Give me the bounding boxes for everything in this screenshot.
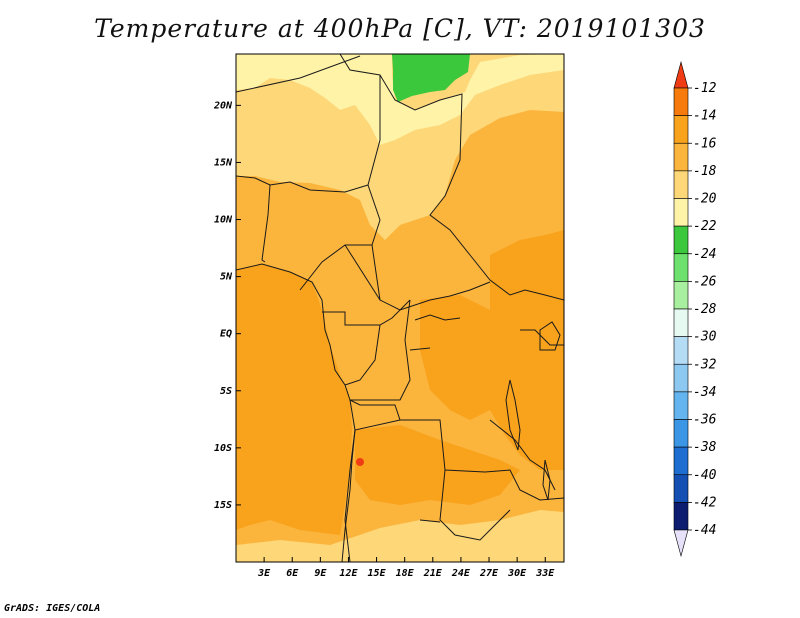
colorbar: -12 -14 -16 -18 -20 -22 -24 -26 -28 -30 -32 -34 -36 -… [674, 62, 717, 556]
colorbar-swatch [674, 226, 688, 254]
colorbar-swatch [674, 281, 688, 309]
colorbar-top-arrow [674, 62, 688, 88]
colorbar-label: -14 [693, 109, 716, 124]
colorbar-swatch [674, 116, 688, 144]
colorbar-swatch [674, 309, 688, 337]
colorbar-swatch [674, 171, 688, 199]
lat-tick-label: 15S [214, 500, 232, 511]
lon-tick-label: 24E [451, 568, 471, 579]
colorbar-label: -18 [693, 164, 717, 179]
colorbar-label: -36 [693, 413, 717, 428]
colorbar-swatch [674, 502, 688, 530]
lon-tick-label: 33E [535, 568, 555, 579]
lon-tick-label: 18E [396, 568, 415, 579]
colorbar-label: -24 [693, 247, 716, 262]
lat-tick-label: 5N [220, 272, 233, 283]
lon-tick-label: 15E [368, 568, 387, 579]
colorbar-label: -38 [693, 440, 717, 455]
colorbar-label: -16 [693, 136, 717, 151]
colorbar-swatch [674, 392, 688, 420]
colorbar-label: -34 [693, 385, 716, 400]
lon-tick-label: 6E [286, 568, 299, 579]
colorbar-swatch [674, 88, 688, 116]
colorbar-swatch [674, 337, 688, 365]
lat-tick-label: 5S [220, 386, 232, 397]
lon-tick-label: 3E [257, 568, 271, 579]
colorbar-swatch [674, 420, 688, 448]
temperature-field [236, 54, 564, 562]
colorbar-label: -42 [693, 495, 717, 510]
colorbar-label: -40 [693, 468, 717, 483]
colorbar-label: -30 [693, 330, 717, 345]
lon-tick-label: 21E [423, 568, 443, 579]
colorbar-label: -26 [693, 274, 717, 289]
colorbar-label: -12 [693, 81, 717, 96]
contour-neg12-spot [356, 458, 364, 466]
colorbar-swatch [674, 143, 688, 171]
colorbar-swatch [674, 364, 688, 392]
colorbar-label: -32 [693, 357, 717, 372]
colorbar-label: -20 [693, 192, 717, 207]
lon-tick-label: 12E [339, 568, 358, 579]
colorbar-label: -28 [693, 302, 717, 317]
lat-tick-label: 20N [213, 100, 233, 111]
lat-tick-label: 15N [214, 157, 233, 168]
colorbar-label: -44 [693, 523, 716, 538]
lat-tick-label: 10N [214, 215, 233, 226]
colorbar-bottom-arrow [674, 530, 688, 556]
colorbar-swatch [674, 447, 688, 475]
lon-tick-label: 9E [314, 568, 327, 579]
colorbar-swatch [674, 475, 688, 503]
colorbar-swatch [674, 254, 688, 282]
lon-tick-label: 27E [479, 568, 499, 579]
lat-tick-label: 10S [214, 443, 232, 454]
grads-credit: GrADS: IGES/COLA [4, 603, 100, 614]
colorbar-label: -22 [693, 219, 717, 234]
colorbar-swatch [674, 199, 688, 227]
lon-tick-label: 30E [507, 568, 527, 579]
lat-tick-label: EQ [220, 329, 232, 340]
